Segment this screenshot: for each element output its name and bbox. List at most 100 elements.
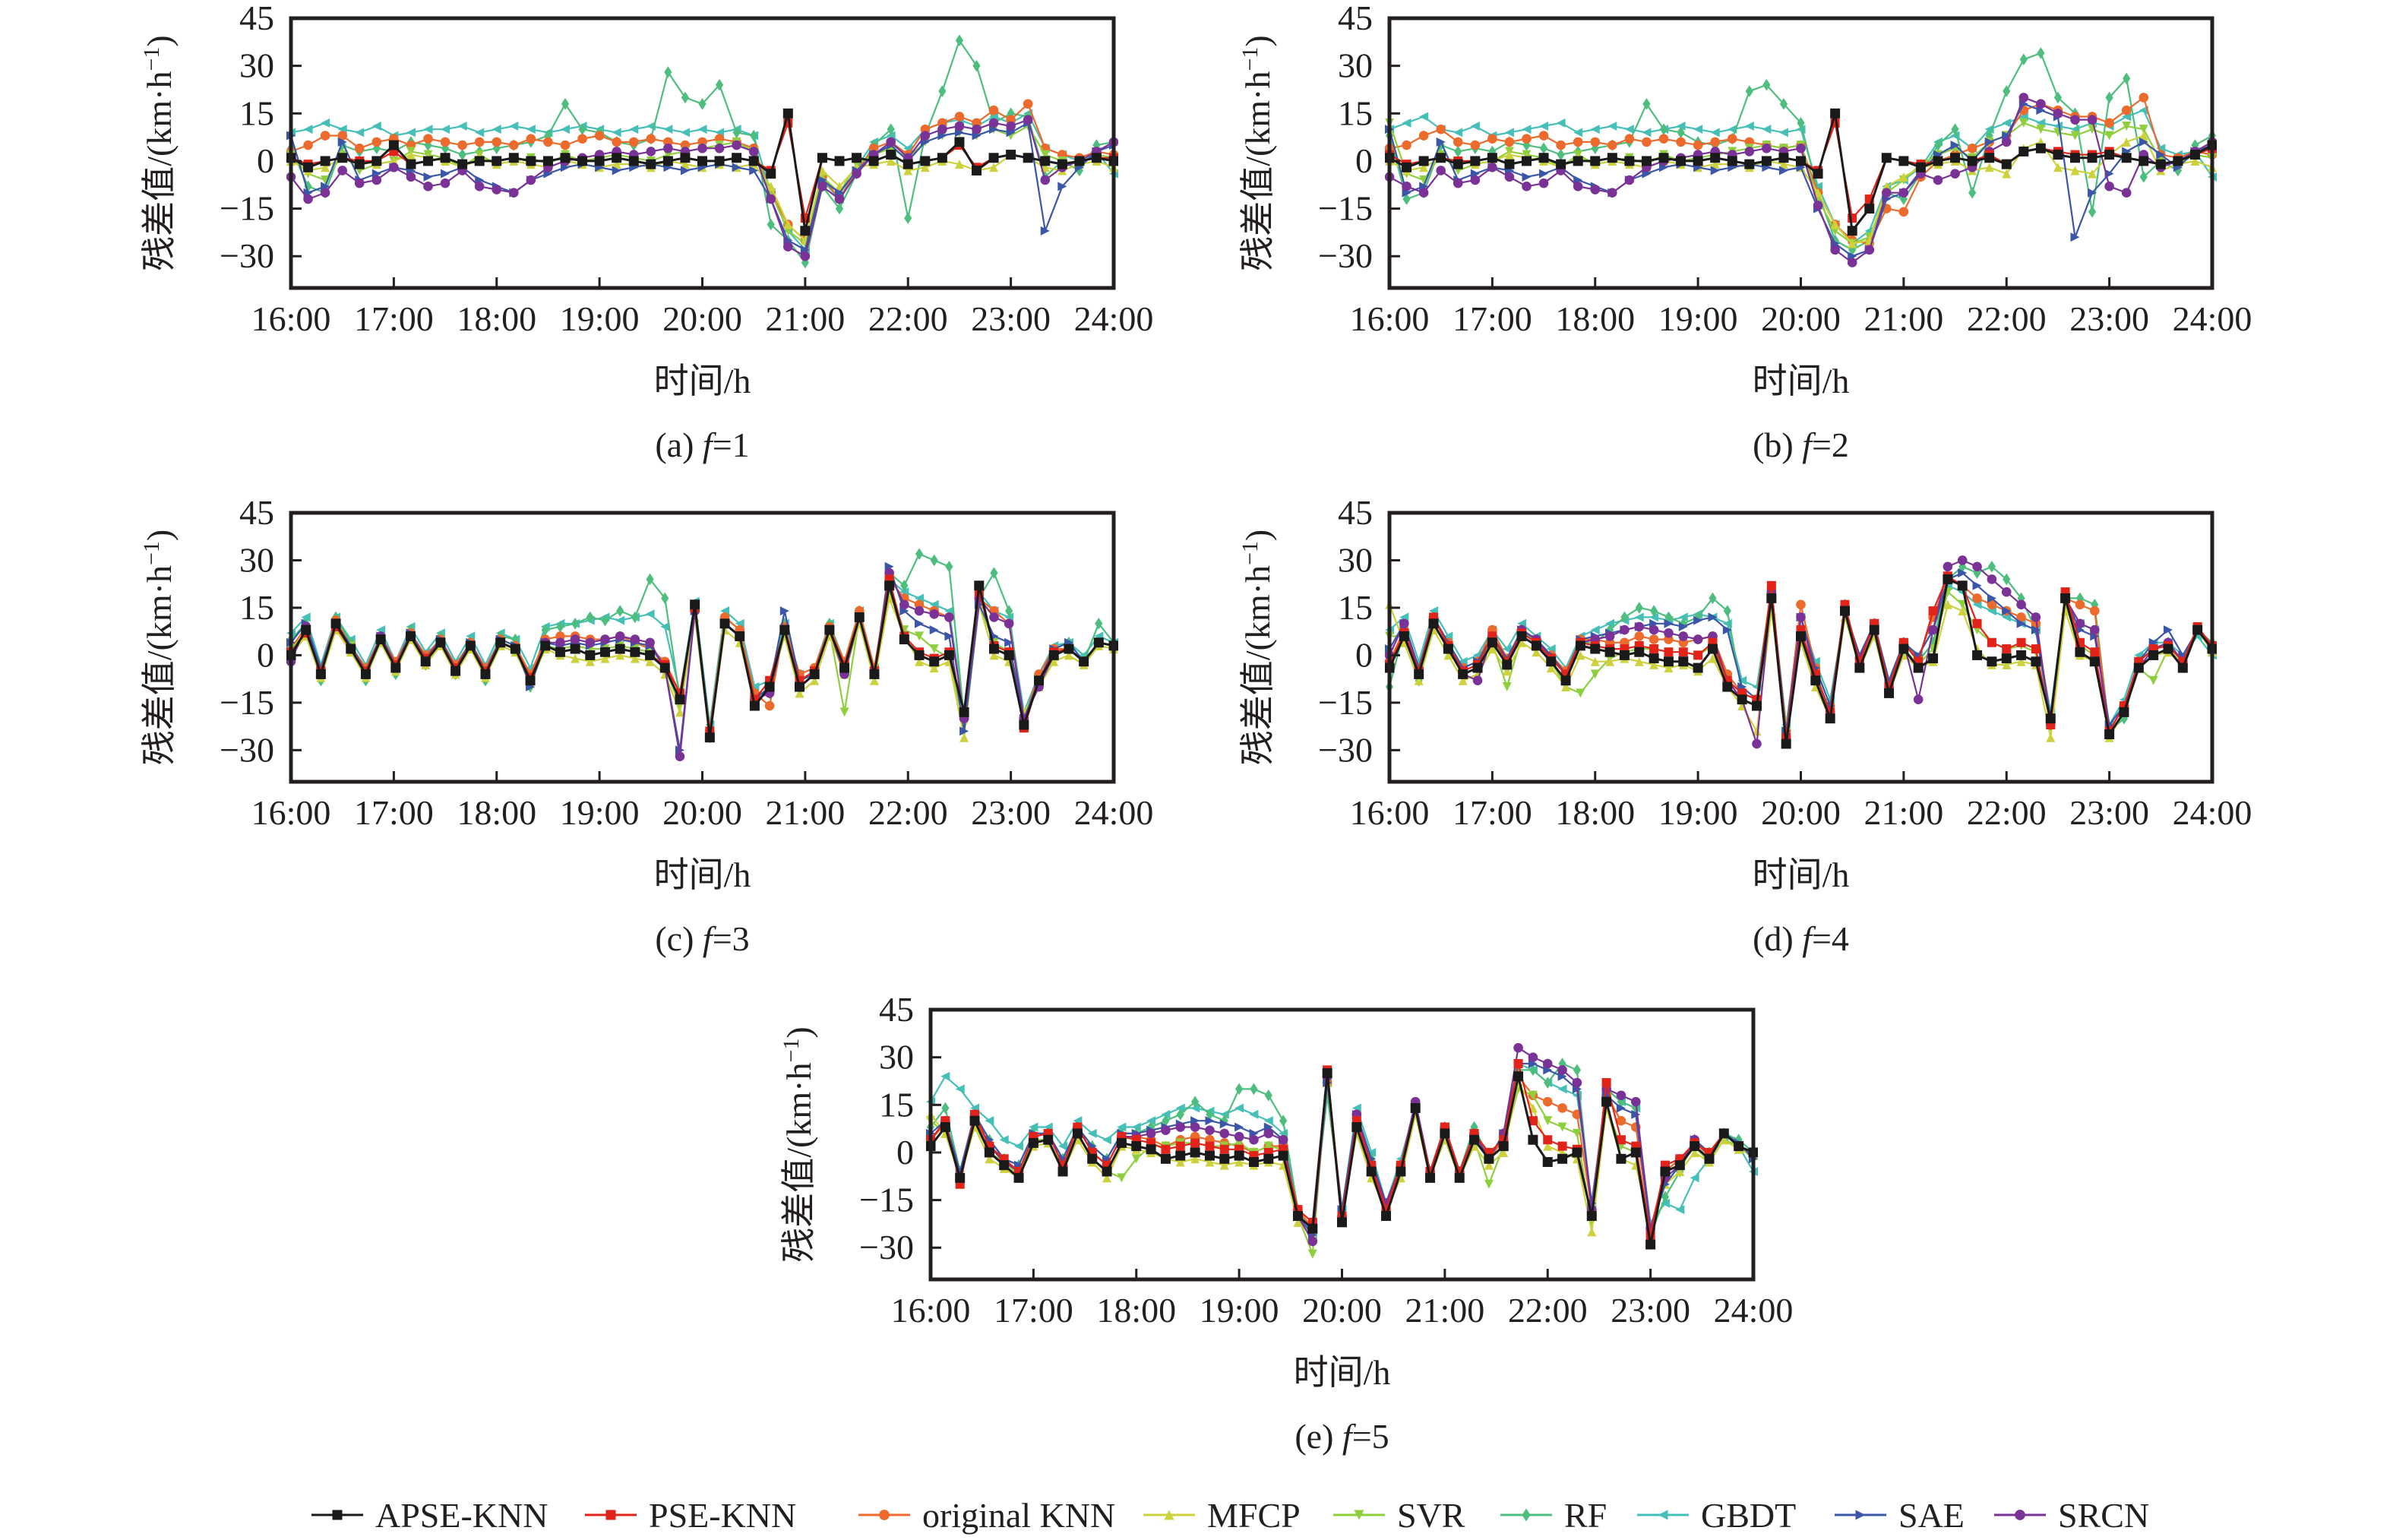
data-point xyxy=(495,637,506,648)
data-point xyxy=(1040,226,1050,236)
data-point xyxy=(2139,131,2148,141)
data-point xyxy=(2121,105,2132,115)
data-point xyxy=(1616,1153,1626,1164)
data-point xyxy=(1649,625,1659,635)
data-point xyxy=(561,125,570,134)
data-point xyxy=(2002,659,2012,669)
data-point xyxy=(1458,675,1468,685)
data-point xyxy=(1538,131,1549,141)
y-tick-label: −30 xyxy=(1318,730,1373,769)
data-point xyxy=(914,650,925,660)
data-point xyxy=(1899,193,1908,205)
data-point xyxy=(989,650,999,660)
data-point xyxy=(1624,125,1634,134)
data-point xyxy=(2037,47,2045,59)
data-point xyxy=(1810,675,1821,686)
data-point xyxy=(1146,1128,1156,1139)
data-point xyxy=(984,1147,994,1158)
data-point xyxy=(2053,108,2063,119)
x-tick-label: 21:00 xyxy=(765,299,845,338)
data-point xyxy=(1522,182,1532,191)
data-point xyxy=(989,612,999,622)
data-point xyxy=(1019,719,1029,730)
data-point xyxy=(1419,163,1429,172)
data-point xyxy=(1436,124,1446,134)
data-point xyxy=(1029,1122,1038,1132)
data-point xyxy=(1796,631,1806,641)
legend-item-gbdt: GBDT xyxy=(1637,1496,1796,1535)
data-point xyxy=(1013,1172,1024,1183)
data-point xyxy=(1616,1135,1626,1145)
data-point xyxy=(2016,599,2026,610)
data-point xyxy=(914,606,925,616)
data-point xyxy=(1513,1042,1523,1053)
data-point xyxy=(1470,122,1480,131)
x-tick-label: 24:00 xyxy=(1074,299,1154,338)
data-point xyxy=(406,172,416,182)
data-point xyxy=(801,256,809,269)
x-axis-title: 时间/h xyxy=(1753,362,1850,400)
legend-marker xyxy=(332,1510,343,1520)
data-point xyxy=(1676,156,1686,166)
data-point xyxy=(1074,156,1085,166)
data-point xyxy=(1796,156,1806,166)
data-point xyxy=(1557,1103,1567,1113)
data-point xyxy=(1487,153,1497,163)
data-point xyxy=(1102,1166,1112,1177)
data-point xyxy=(940,1071,950,1081)
data-point xyxy=(1620,611,1629,624)
data-point xyxy=(2123,72,2131,85)
y-axis-title: 残差值/(km·h−1) xyxy=(1238,530,1277,765)
data-point xyxy=(1601,1096,1612,1107)
data-point xyxy=(2139,171,2148,183)
y-tick-label: 45 xyxy=(1338,0,1373,37)
data-point xyxy=(371,122,381,131)
data-point xyxy=(1573,182,1583,191)
data-point xyxy=(1744,147,1755,157)
data-point xyxy=(1634,631,1645,641)
data-point xyxy=(1543,1135,1553,1145)
data-point xyxy=(944,650,954,660)
data-point xyxy=(1590,156,1601,166)
data-point xyxy=(1898,156,1909,166)
x-tick-label: 17:00 xyxy=(1453,793,1532,832)
data-point xyxy=(1014,1141,1024,1151)
data-point xyxy=(697,156,707,166)
data-point xyxy=(1693,662,1703,673)
legend-item-pse-knn: PSE-KNN xyxy=(585,1496,796,1535)
data-point xyxy=(612,128,621,138)
data-point xyxy=(1710,153,1721,163)
x-tick-label: 20:00 xyxy=(1761,793,1841,832)
y-tick-label: 30 xyxy=(239,540,274,579)
data-point xyxy=(354,178,365,188)
legend-item-svr: SVR xyxy=(1333,1496,1465,1535)
data-point xyxy=(664,66,672,78)
data-point xyxy=(1616,1103,1626,1113)
data-point xyxy=(1664,611,1673,624)
data-point xyxy=(886,150,896,160)
data-point xyxy=(1502,659,1513,670)
data-point xyxy=(303,140,313,150)
data-point xyxy=(1658,153,1669,163)
y-tick-label: −15 xyxy=(1318,189,1373,228)
data-point xyxy=(869,669,880,679)
data-point xyxy=(817,182,827,191)
data-point xyxy=(675,751,685,761)
data-point xyxy=(1690,1147,1699,1157)
data-point xyxy=(930,554,938,567)
data-point xyxy=(1219,1128,1230,1139)
data-point xyxy=(1484,1153,1494,1164)
data-point xyxy=(457,122,467,131)
data-point xyxy=(1778,166,1788,176)
panel-caption: (e) f=5 xyxy=(1294,1417,1389,1456)
y-tick-label: 45 xyxy=(239,0,274,37)
x-tick-label: 23:00 xyxy=(2069,793,2149,832)
data-point xyxy=(492,137,502,147)
data-point xyxy=(2139,106,2148,115)
y-axis-title: 残差值/(km·h−1) xyxy=(139,530,179,765)
data-point xyxy=(585,637,596,648)
data-point xyxy=(1028,1137,1038,1148)
data-point xyxy=(809,669,820,679)
data-point xyxy=(1710,137,1720,147)
data-point xyxy=(1664,618,1674,628)
